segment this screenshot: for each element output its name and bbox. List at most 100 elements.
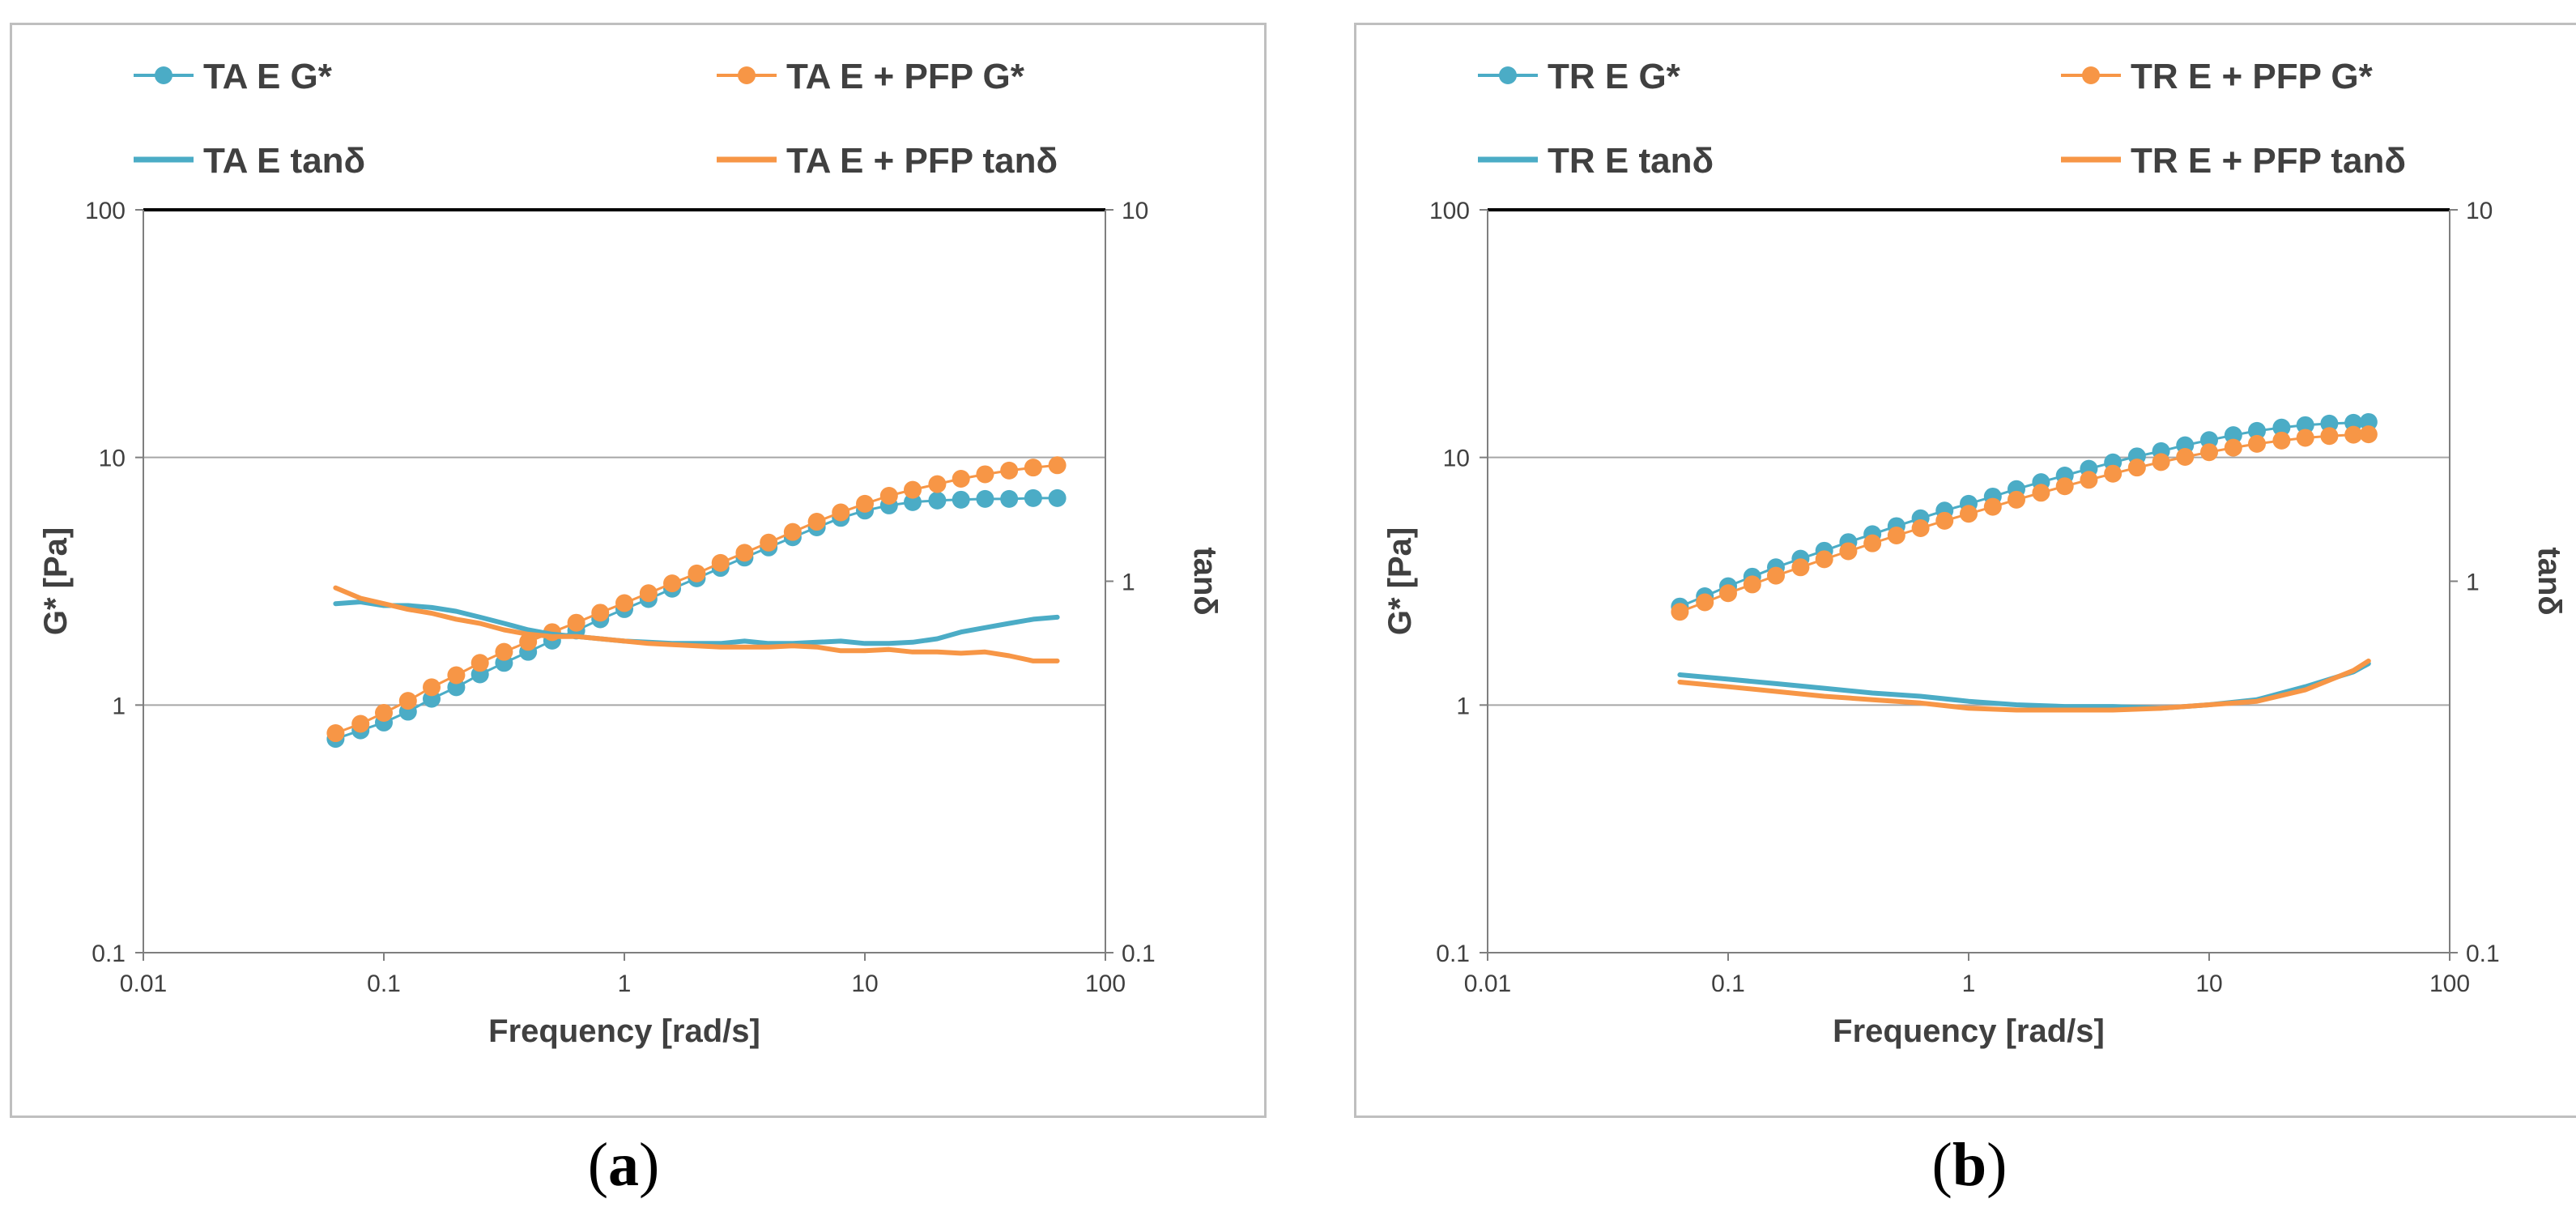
- tr-e-plus-pfp-gstar-point: [1767, 566, 1786, 585]
- y-tick-label: 10: [1443, 446, 1470, 472]
- y2-tick-label: 10: [2466, 198, 2493, 224]
- tr-e-gstar-point: [2320, 414, 2339, 433]
- tr-e-plus-pfp-gstar-point: [2055, 477, 2074, 496]
- tr-e-plus-pfp-gstar-point: [1719, 584, 1737, 603]
- ta-e-tandelta-line: [333, 599, 1060, 646]
- y-tick-label: 0.1: [1436, 941, 1470, 967]
- ta-e-plus-pfp-gstar-point: [663, 574, 682, 593]
- y2-tick-label: 0.1: [2466, 941, 2500, 967]
- x-tick-label: 1: [618, 970, 632, 997]
- ta-e-gstar-point: [904, 493, 922, 511]
- x-tick-label: 100: [1085, 970, 1126, 997]
- x-tick-label: 0.1: [367, 970, 401, 997]
- tr-e-plus-pfp-gstar-point: [1791, 558, 1810, 577]
- x-tick-label: 1: [1962, 970, 1976, 997]
- legend-tr-e-plus-pfp-tandelta-label: TR E + PFP tanδ: [2131, 141, 2406, 181]
- ta-e-gstar-point: [1000, 489, 1019, 508]
- ta-e-plus-pfp-gstar-point: [326, 724, 345, 743]
- ta-e-gstar-point: [1048, 488, 1067, 507]
- x-tick-label: 0.01: [120, 970, 167, 997]
- ta-e-plus-pfp-tandelta-line: [333, 585, 1060, 663]
- ta-e-plus-pfp-gstar-point: [904, 480, 922, 499]
- chart-a-svg: 0.01 0.1 1 10 100 0.1 1 10 100 0.1 1 10 Frequency [r…: [38, 57, 1223, 1049]
- tr-e-plus-pfp-gstar-point: [1743, 575, 1761, 594]
- ta-e-plus-pfp-gstar-point: [470, 654, 489, 672]
- y2-tick-label: 0.1: [1122, 941, 1156, 967]
- ta-e-plus-pfp-gstar-point: [832, 503, 850, 522]
- ta-e-plus-pfp-gstar-point: [976, 465, 994, 484]
- x-axis-title: Frequency [rad/s]: [1833, 1013, 2105, 1049]
- tr-e-gstar-point: [2359, 412, 2378, 431]
- tr-e-plus-pfp-gstar-point: [1671, 603, 1689, 621]
- tr-e-plus-pfp-gstar-point: [2248, 434, 2267, 453]
- tr-e-plus-pfp-gstar-point: [1839, 542, 1858, 561]
- x-tick-label: 10: [2195, 970, 2222, 997]
- ta-e-plus-pfp-gstar-point: [856, 494, 874, 513]
- tr-e-gstar-point: [2296, 416, 2314, 434]
- ta-e-gstar-point: [1024, 488, 1042, 507]
- chart-panel-a: 0.01 0.1 1 10 100 0.1 1 10 100 0.1 1 10 Frequency [r…: [10, 23, 1267, 1118]
- ta-e-plus-pfp-gstar-point: [591, 604, 610, 622]
- tr-e-gstar-point: [2248, 421, 2267, 440]
- ta-e-plus-pfp-gstar-point: [375, 703, 393, 722]
- ta-e-plus-pfp-gstar-point: [519, 633, 538, 651]
- y2-axis-title: tanδ: [1187, 547, 1223, 615]
- y-tick-label: 100: [85, 198, 126, 224]
- chart-panel-b: 0.01 0.1 1 10 100 0.1 1 10 100 0.1 1 10 Frequency [r…: [1354, 23, 2576, 1118]
- y-tick-label: 100: [1429, 198, 1470, 224]
- tr-e-plus-pfp-gstar-point: [1696, 593, 1714, 612]
- legend-tr-e-gstar-label: TR E G*: [1548, 57, 1681, 96]
- y-axis-title: G* [Pa]: [1382, 527, 1418, 635]
- legend-ta-e-gstar-label: TA E G*: [203, 57, 333, 96]
- tr-e-plus-pfp-gstar-point: [2359, 425, 2378, 444]
- y2-tick-label: 1: [1122, 569, 1135, 596]
- tr-e-plus-pfp-tandelta-line: [1677, 658, 2371, 713]
- tr-e-plus-pfp-gstar-point: [1935, 511, 1954, 530]
- panel-label-b-text: b: [1952, 1131, 1987, 1199]
- legend-ta-e-tandelta-label: TA E tanδ: [203, 141, 365, 181]
- ta-e-plus-pfp-gstar-point: [1000, 461, 1019, 480]
- tr-e-plus-pfp-gstar-point: [2320, 427, 2339, 446]
- y-tick-label: 0.1: [92, 941, 126, 967]
- tr-e-plus-pfp-gstar-point: [2176, 448, 2195, 467]
- panel-label-b: (b): [1931, 1131, 2008, 1199]
- y2-tick-label: 1: [2466, 569, 2480, 596]
- ta-e-plus-pfp-gstar-point: [639, 584, 658, 603]
- tr-e-plus-pfp-gstar-line: [1678, 433, 2370, 613]
- x-axis-title: Frequency [rad/s]: [488, 1013, 760, 1049]
- legend-ta-e-plus-pfp-tandelta-label: TA E + PFP tanδ: [786, 141, 1058, 181]
- ta-e-plus-pfp-gstar-point: [423, 678, 441, 697]
- tr-e-plus-pfp-gstar-point: [1960, 505, 1978, 523]
- chart-b-svg: 0.01 0.1 1 10 100 0.1 1 10 100 0.1 1 10 Frequency [r…: [1382, 57, 2567, 1049]
- ta-e-plus-pfp-gstar-point: [952, 470, 970, 488]
- tr-e-plus-pfp-gstar-point: [1911, 518, 1930, 537]
- ta-e-plus-pfp-gstar-point: [615, 594, 633, 612]
- ta-e-plus-pfp-gstar-point: [567, 613, 585, 632]
- legend-tr-e-plus-pfp-gstar-label: TR E + PFP G*: [2131, 57, 2374, 96]
- ta-e-plus-pfp-gstar-point: [735, 544, 754, 562]
- ta-e-gstar-point: [952, 490, 970, 509]
- tr-e-plus-pfp-gstar-point: [2200, 443, 2218, 462]
- legend-ta-e-gstar-swatch-marker: [155, 66, 172, 84]
- panel-label-a-text: a: [608, 1131, 639, 1199]
- panel-label-a: (a): [587, 1131, 660, 1199]
- ta-e-plus-pfp-gstar-point: [783, 523, 802, 541]
- tr-e-plus-pfp-gstar-point: [1983, 497, 2002, 516]
- legend-tr-e-tandelta-label: TR E tanδ: [1548, 141, 1714, 181]
- tr-e-plus-pfp-gstar-point: [2272, 431, 2291, 450]
- ta-e-gstar-point: [928, 491, 947, 510]
- y2-tick-label: 10: [1122, 198, 1148, 224]
- tr-e-plus-pfp-gstar-point: [2032, 484, 2050, 502]
- ta-e-plus-pfp-gstar-point: [351, 715, 370, 733]
- y2-axis-title: tanδ: [2531, 547, 2567, 615]
- tr-e-plus-pfp-gstar-point: [2008, 490, 2026, 509]
- ta-e-plus-pfp-gstar-point: [398, 692, 417, 710]
- y-tick-label: 1: [1456, 693, 1470, 719]
- y-axis-title: G* [Pa]: [38, 527, 74, 635]
- ta-e-plus-pfp-gstar-point: [688, 564, 706, 582]
- tr-e-plus-pfp-gstar-point: [1815, 550, 1833, 569]
- ta-e-gstar-point: [976, 489, 994, 508]
- x-tick-label: 100: [2429, 970, 2470, 997]
- x-tick-label: 10: [851, 970, 878, 997]
- ta-e-plus-pfp-gstar-point: [1048, 456, 1067, 475]
